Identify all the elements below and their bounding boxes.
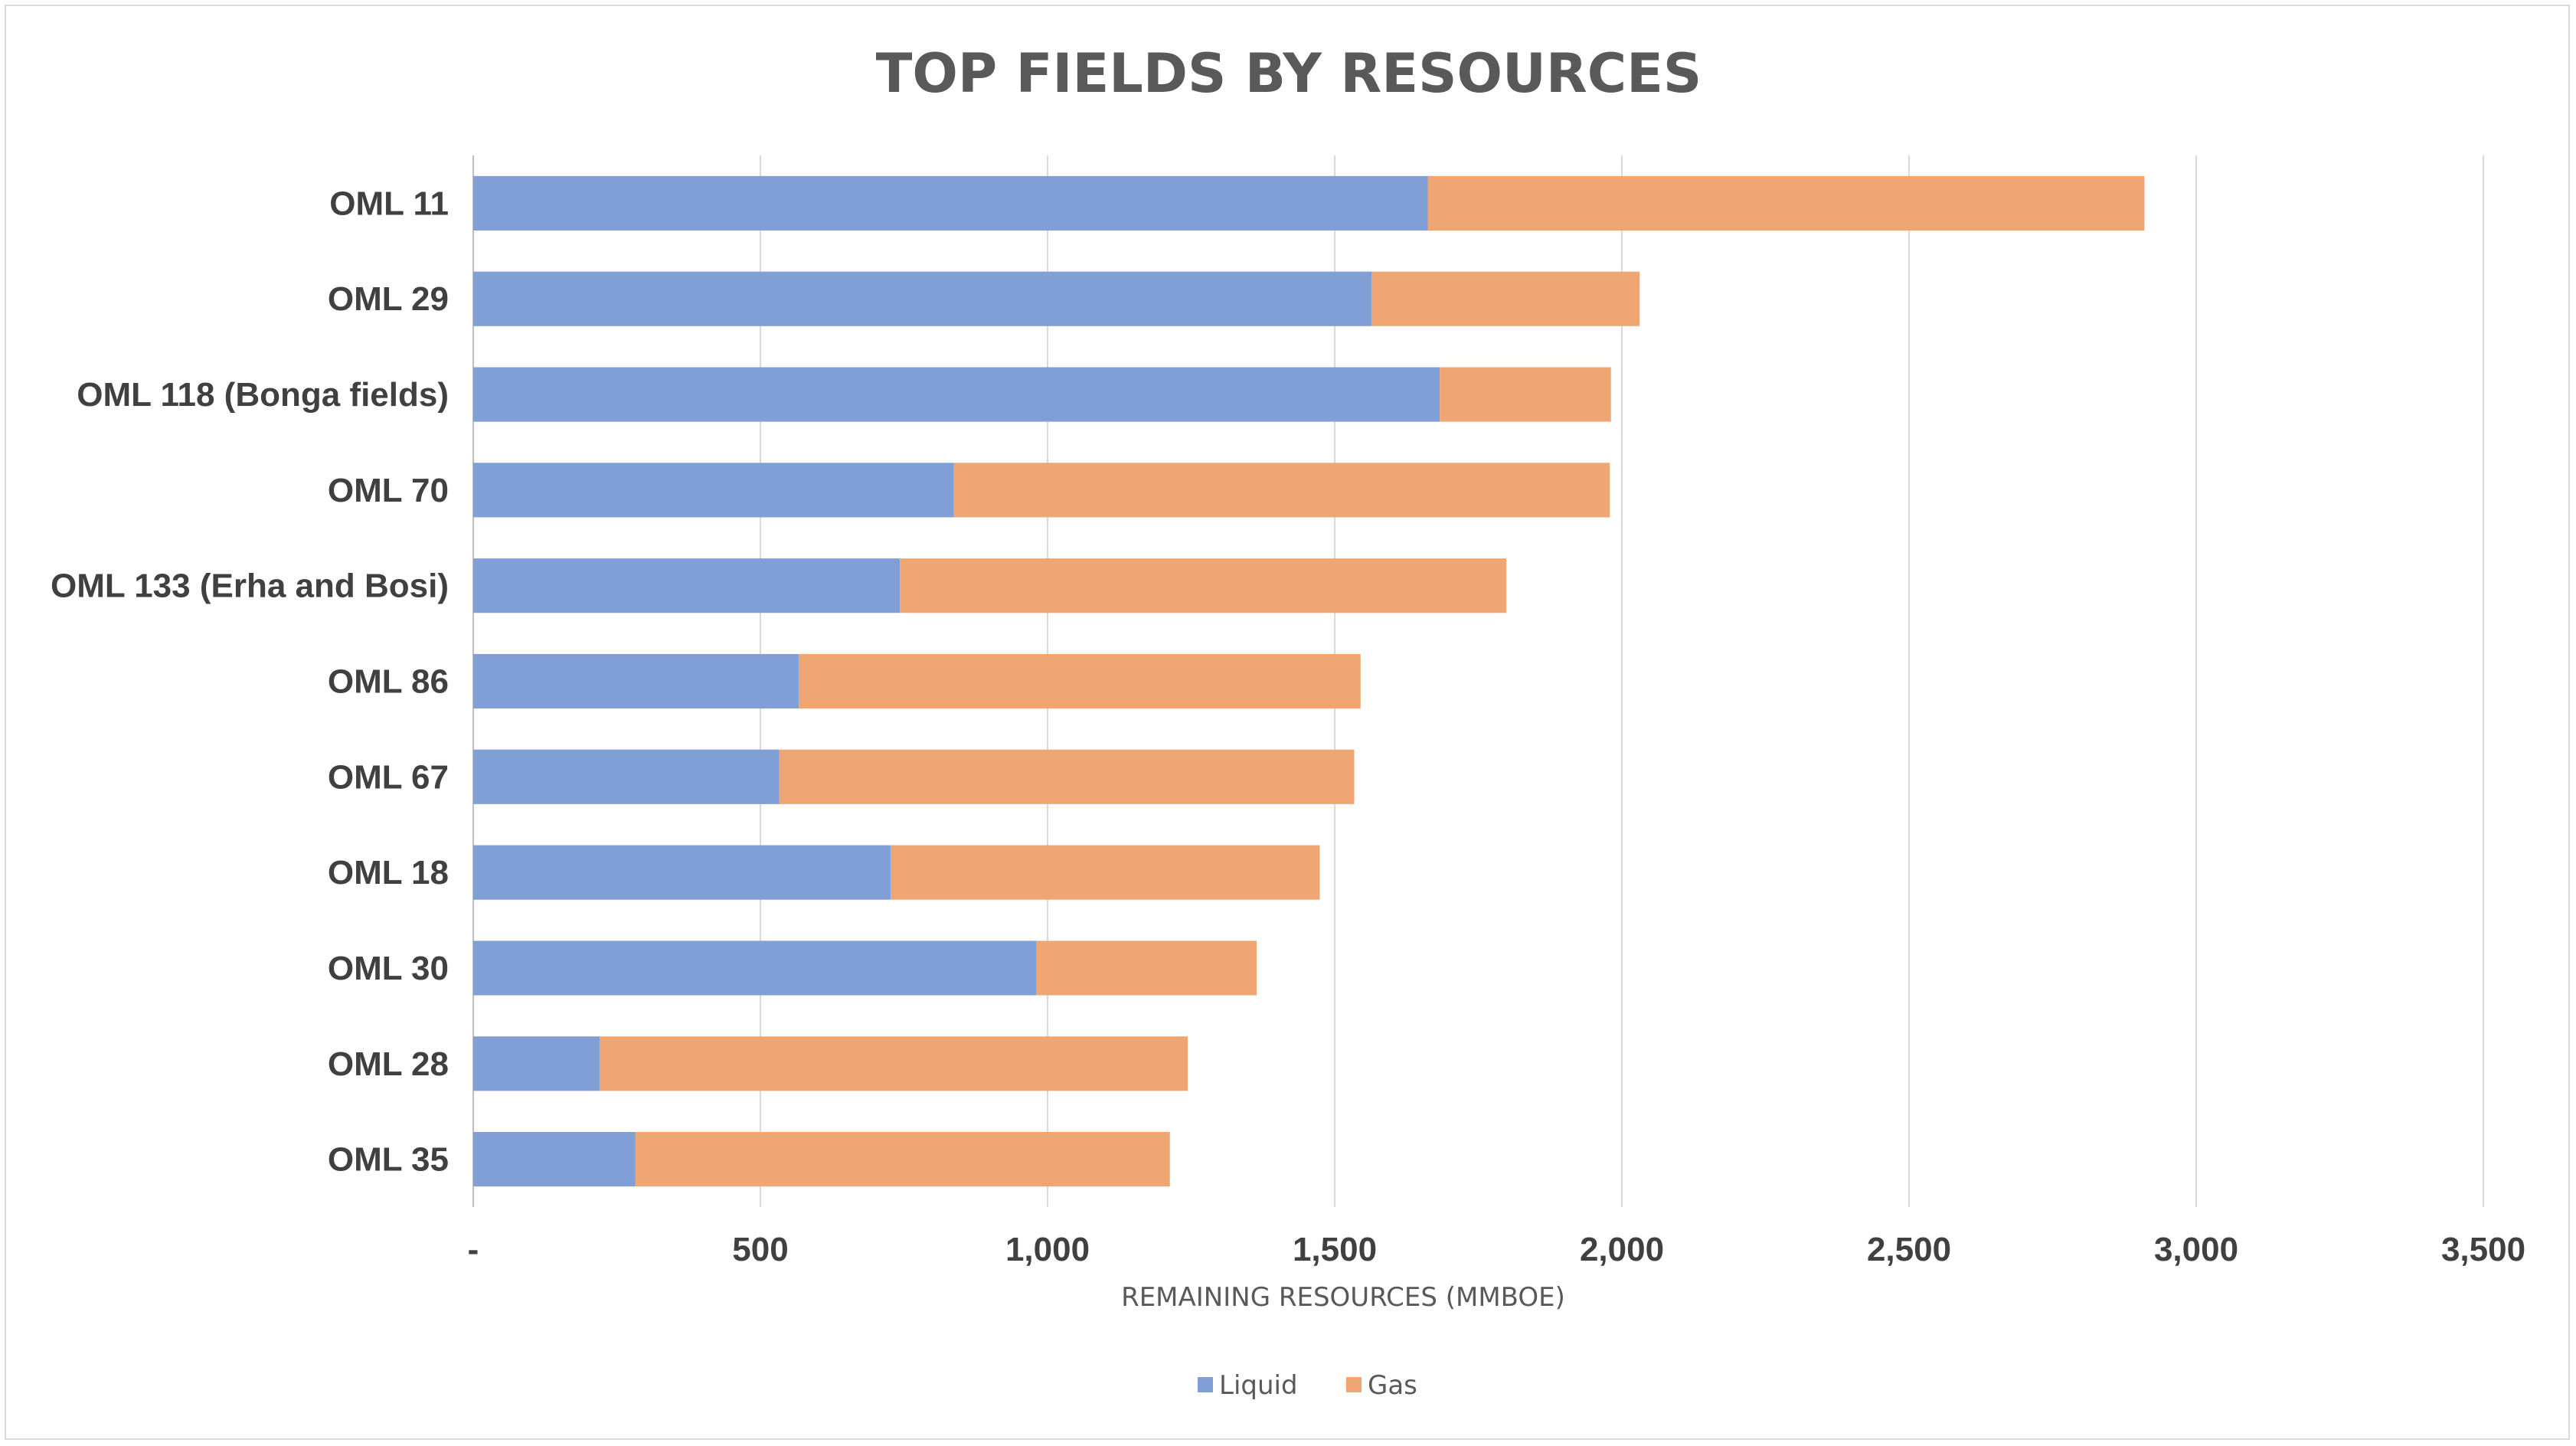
bar-gas	[779, 749, 1355, 804]
bar-gas	[1440, 367, 1611, 422]
category-label: OML 11	[329, 185, 449, 222]
category-label: OML 29	[328, 280, 449, 318]
bar-liquid	[473, 1036, 600, 1091]
bar-gas	[1036, 941, 1257, 996]
category-label: OML 35	[328, 1141, 449, 1179]
bar-liquid	[473, 653, 799, 709]
bar-gas	[1371, 271, 1640, 326]
category-label: OML 30	[328, 950, 449, 987]
x-tick-label: 3,500	[2441, 1231, 2525, 1268]
bar-liquid	[473, 749, 780, 804]
bar-liquid	[473, 558, 901, 613]
x-tick-label: 2,500	[1867, 1231, 1951, 1268]
bar-liquid	[473, 367, 1440, 422]
x-tick-label: 1,000	[1005, 1231, 1090, 1268]
x-tick-label: 3,000	[2154, 1231, 2238, 1268]
bar-area	[473, 175, 2145, 1187]
x-tick-labels: - 500 1,000 1,500 2,000 2,500 3,000 3,500	[468, 1231, 2525, 1268]
bar-gas	[635, 1132, 1170, 1187]
x-tick-label: 2,000	[1580, 1231, 1664, 1268]
category-label: OML 86	[328, 663, 449, 701]
legend-label-gas: Gas	[1368, 1370, 1417, 1401]
x-tick-label: 500	[732, 1231, 788, 1268]
legend: Liquid Gas	[1198, 1370, 1417, 1401]
bar-gas	[1427, 175, 2145, 231]
category-label: OML 133 (Erha and Bosi)	[51, 568, 449, 605]
category-label: OML 118 (Bonga fields)	[77, 376, 449, 414]
legend-swatch-gas	[1346, 1377, 1362, 1392]
bar-gas	[953, 463, 1610, 518]
x-axis-title: REMAINING RESOURCES (MMBOE)	[1121, 1282, 1565, 1313]
bar-liquid	[473, 941, 1036, 996]
chart-frame: TOP FIELDS BY RESOURCES OML 11 OML 29 OML …	[5, 5, 2570, 1440]
bar-liquid	[473, 271, 1371, 326]
category-label: OML 18	[328, 854, 449, 891]
x-tick-label: -	[468, 1231, 479, 1268]
bar-gas	[600, 1036, 1188, 1091]
bar-liquid	[473, 175, 1428, 231]
bar-gas	[799, 653, 1361, 709]
category-label: OML 70	[328, 472, 449, 509]
bar-liquid	[473, 463, 954, 518]
category-label: OML 28	[328, 1045, 449, 1083]
chart-title: TOP FIELDS BY RESOURCES	[876, 42, 1702, 105]
category-labels: OML 11 OML 29 OML 118 (Bonga fields) OML 70…	[51, 185, 449, 1178]
bar-gas	[891, 845, 1320, 900]
legend-label-liquid: Liquid	[1219, 1370, 1298, 1401]
x-tick-label: 1,500	[1293, 1231, 1377, 1268]
legend-swatch-liquid	[1198, 1377, 1213, 1392]
bar-gas	[900, 558, 1507, 613]
bar-liquid	[473, 1132, 636, 1187]
category-label: OML 67	[328, 758, 449, 796]
bar-liquid	[473, 845, 891, 900]
